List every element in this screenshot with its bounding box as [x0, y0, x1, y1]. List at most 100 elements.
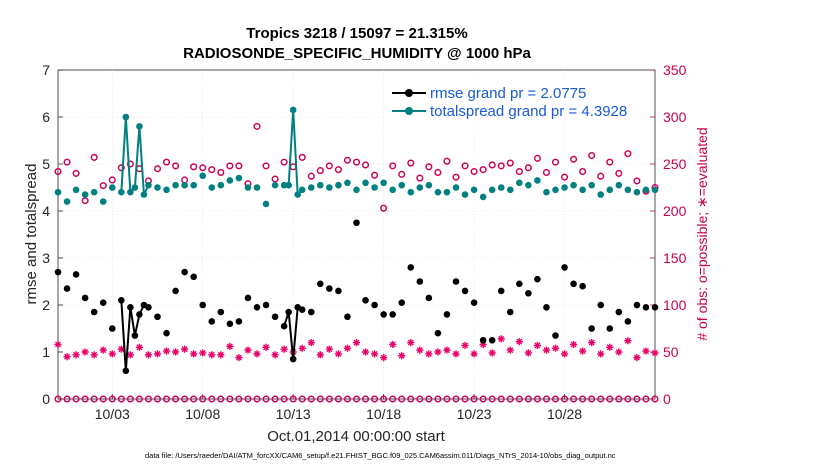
obs-zero-point: [226, 395, 234, 403]
series-point: [317, 280, 324, 288]
y-right-tick-label: 200: [663, 203, 687, 219]
obs-possible-point: [81, 197, 89, 205]
series-segment: [120, 300, 127, 371]
obs-possible-point: [172, 162, 180, 170]
series-point: [208, 184, 216, 191]
obs-evaluated-point: [352, 339, 361, 347]
series-point: [516, 280, 523, 288]
obs-possible-point: [606, 158, 614, 166]
series-segment: [124, 307, 132, 371]
obs-zero-point: [162, 395, 171, 403]
obs-possible-point: [434, 168, 442, 177]
obs-zero-point: [371, 395, 379, 403]
obs-possible-point: [262, 162, 270, 170]
obs-evaluated-point: [99, 346, 107, 354]
series-point: [140, 191, 148, 198]
series-point: [561, 264, 568, 271]
obs-zero-point: [624, 395, 632, 403]
series-point: [371, 301, 378, 309]
series-point: [561, 184, 568, 191]
obs-evaluated-point: [533, 341, 542, 350]
series-point: [190, 273, 197, 281]
series-point: [389, 311, 396, 318]
series-point: [353, 186, 360, 194]
obs-zero-point: [352, 395, 361, 403]
series-point: [525, 289, 532, 297]
series-point: [244, 294, 252, 302]
series-point: [335, 181, 342, 189]
obs-zero-point: [298, 395, 306, 403]
obs-possible-point: [389, 162, 397, 170]
obs-zero-point: [343, 395, 352, 403]
series-point: [642, 186, 650, 194]
series-point: [443, 311, 451, 318]
series-point: [479, 193, 487, 201]
series-point: [90, 308, 98, 316]
obs-evaluated-point: [633, 354, 641, 362]
series-point: [534, 177, 541, 184]
series-point: [461, 191, 469, 198]
obs-evaluated-point: [506, 346, 514, 354]
obs-evaluated-point: [217, 351, 225, 359]
series-point: [398, 181, 406, 189]
obs-zero-point: [407, 395, 415, 403]
series-point: [615, 181, 623, 189]
series-point: [122, 367, 130, 375]
series-point: [362, 179, 369, 187]
series-point: [570, 280, 577, 288]
obs-zero-point: [434, 395, 442, 403]
obs-evaluated-point: [452, 350, 460, 358]
series-point: [488, 336, 496, 344]
chart-title-line2: RADIOSONDE_SPECIFIC_HUMIDITY @ 1000 hPa: [183, 45, 531, 62]
obs-zero-point: [588, 395, 596, 403]
obs-zero-point: [497, 395, 505, 403]
obs-possible-point: [615, 169, 623, 177]
obs-evaluated-point: [271, 351, 279, 359]
obs-zero-point: [452, 395, 460, 403]
obs-zero-point: [72, 395, 80, 403]
y-right-tick-label: 250: [663, 156, 687, 172]
obs-possible-point: [479, 166, 487, 174]
obs-evaluated-point: [624, 337, 632, 345]
series-point: [108, 325, 116, 332]
legend-spread-marker: [405, 107, 413, 115]
obs-evaluated-point: [515, 338, 523, 346]
obs-possible-point: [579, 167, 587, 176]
series-point: [190, 181, 197, 189]
obs-possible-point: [190, 163, 198, 171]
obs-evaluated-point: [597, 350, 605, 358]
obs-evaluated-point: [334, 350, 343, 358]
obs-evaluated-point: [461, 341, 469, 350]
series-point: [298, 306, 306, 314]
series-point: [606, 186, 614, 194]
obs-possible-point: [117, 164, 125, 172]
series-point: [307, 184, 315, 191]
obs-zero-point: [253, 395, 261, 403]
obs-possible-point: [316, 167, 324, 175]
obs-possible-point: [208, 166, 216, 174]
obs-possible-point: [398, 170, 406, 178]
obs-possible-point: [280, 158, 288, 166]
obs-possible-point: [560, 173, 569, 181]
series-point: [271, 181, 279, 189]
series-point: [651, 304, 659, 311]
series-point: [99, 299, 107, 306]
obs-possible-point: [570, 155, 578, 163]
series-point: [326, 184, 333, 191]
series-point: [380, 179, 387, 187]
obs-possible-point: [371, 171, 379, 179]
obs-possible-point: [325, 162, 333, 170]
series-point: [81, 294, 89, 302]
obs-possible-point: [380, 204, 388, 212]
obs-zero-point: [551, 395, 560, 403]
obs-zero-point: [533, 395, 541, 403]
obs-evaluated-point: [560, 350, 569, 358]
obs-zero-point: [271, 395, 279, 403]
series-point: [199, 301, 207, 309]
series-segment: [133, 126, 141, 188]
series-point: [208, 318, 216, 325]
series-obs-possible: [54, 122, 659, 403]
series-point: [633, 301, 641, 309]
obs-evaluated-point: [235, 354, 243, 362]
obs-zero-point: [90, 395, 98, 403]
